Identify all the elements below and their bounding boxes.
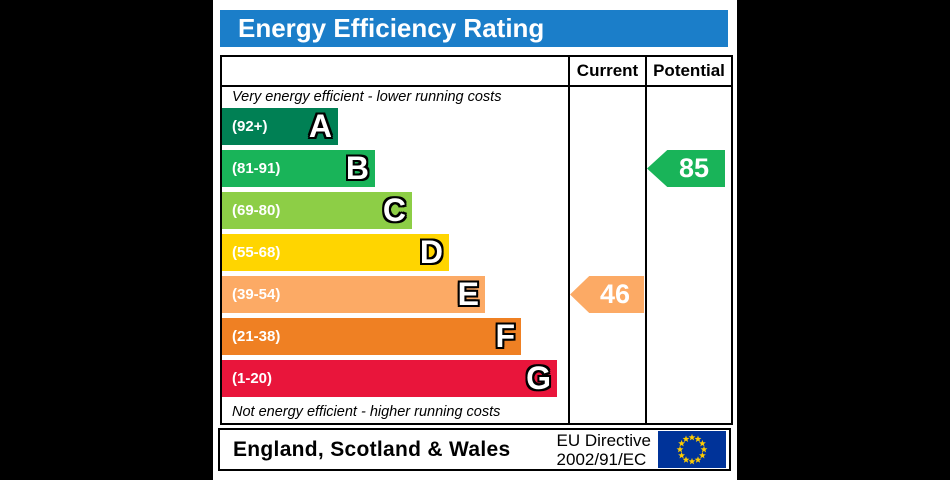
potential-rating-cell: 85 — [645, 87, 731, 423]
current-rating-cell: 46 — [568, 87, 645, 423]
eu-flag-icon — [658, 431, 726, 468]
region-label: England, Scotland & Wales — [233, 437, 511, 461]
band-letter: C — [382, 192, 406, 228]
bands-chart: Very energy efficient - lower running co… — [222, 87, 568, 423]
band-range-label: (39-54) — [232, 286, 281, 303]
band-bar-e: (39-54) E — [222, 276, 485, 313]
band-letter: A — [308, 108, 332, 144]
band-bar-c: (69-80) C — [222, 192, 412, 229]
potential-rating-arrow: 85 — [647, 150, 725, 187]
eu-directive-label: EU Directive 2002/91/EC — [557, 431, 658, 469]
band-row-e: (39-54) E — [222, 276, 568, 318]
chart-header-spacer — [222, 57, 568, 85]
band-range-label: (21-38) — [232, 328, 281, 345]
band-list: (92+) A (81-91) B (69-80) C (55-68) D (39-54) E (2… — [222, 108, 568, 402]
top-note: Very energy efficient - lower running co… — [232, 89, 502, 105]
band-range-label: (69-80) — [232, 202, 281, 219]
epc-report-page: Energy Efficiency Rating Current Potenti… — [213, 0, 737, 480]
table-body-row: Very energy efficient - lower running co… — [222, 87, 731, 423]
band-letter: G — [526, 360, 551, 396]
band-row-g: (1-20) G — [222, 360, 568, 402]
band-letter: D — [419, 234, 443, 270]
eu-directive-line1: EU Directive — [556, 430, 651, 450]
band-bar-g: (1-20) G — [222, 360, 557, 397]
band-letter: F — [495, 318, 515, 354]
band-row-b: (81-91) B — [222, 150, 568, 192]
title-bar: Energy Efficiency Rating — [220, 10, 728, 47]
footer-bar: England, Scotland & Wales EU Directive 2… — [218, 428, 731, 471]
current-column-header: Current — [568, 57, 645, 85]
current-rating-arrow: 46 — [570, 276, 644, 313]
page-title: Energy Efficiency Rating — [238, 13, 545, 43]
band-letter: E — [457, 276, 479, 312]
band-letter: B — [345, 150, 369, 186]
table-header-row: Current Potential — [222, 57, 731, 87]
band-bar-d: (55-68) D — [222, 234, 449, 271]
rating-table: Current Potential Very energy efficient … — [220, 55, 733, 425]
bottom-note: Not energy efficient - higher running co… — [232, 404, 501, 420]
band-range-label: (55-68) — [232, 244, 281, 261]
band-range-label: (81-91) — [232, 160, 281, 177]
band-row-f: (21-38) F — [222, 318, 568, 360]
band-row-d: (55-68) D — [222, 234, 568, 276]
band-bar-b: (81-91) B — [222, 150, 375, 187]
potential-column-header: Potential — [645, 57, 731, 85]
band-row-c: (69-80) C — [222, 192, 568, 234]
band-range-label: (1-20) — [232, 370, 273, 387]
band-bar-f: (21-38) F — [222, 318, 521, 355]
band-range-label: (92+) — [232, 118, 268, 135]
eu-directive-line2: 2002/91/EC — [556, 449, 647, 469]
band-row-a: (92+) A — [222, 108, 568, 150]
band-bar-a: (92+) A — [222, 108, 338, 145]
